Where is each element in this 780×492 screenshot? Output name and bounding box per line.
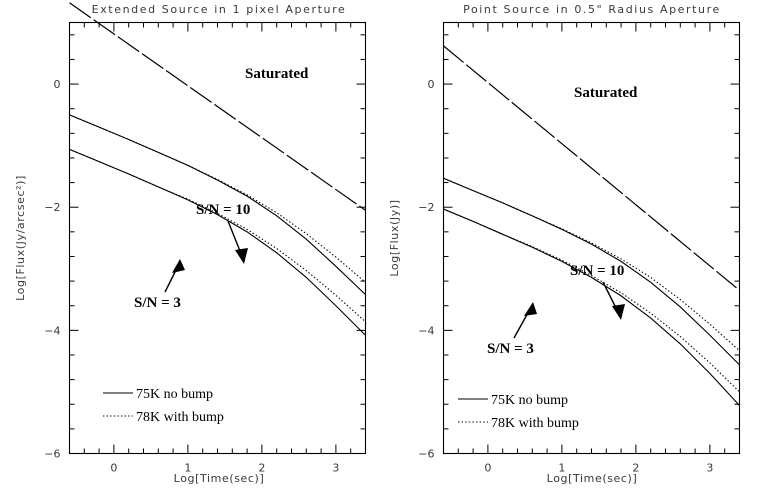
legend-label-dotted: 78K with bump <box>136 410 224 425</box>
panel-right-title: Point Source in 0.5" Radius Aperture <box>463 3 721 16</box>
y-tick-label: 0 <box>428 78 435 91</box>
x-tick-label: 3 <box>332 462 339 475</box>
curve-solid <box>69 114 366 296</box>
panel-right-saturated-label: Saturated <box>574 85 638 101</box>
y-tick-label: −2 <box>44 201 60 214</box>
y-tick-label: −4 <box>418 324 434 337</box>
panel-left-sn10-arrow <box>227 220 248 264</box>
panel-right-y-axis-label: Log[Flux(Jy)] <box>388 199 401 276</box>
panel-left-ticks <box>69 22 366 454</box>
x-tick-label: 1 <box>184 462 191 475</box>
panel-right: Point Source in 0.5" Radius Aperture 0 1 2… <box>388 3 741 485</box>
panel-right-tick-labels: 0 1 2 3 0 −2 −4 −6 <box>418 78 713 474</box>
panel-left-sn3-label: S/N = 3 <box>134 295 181 311</box>
panel-left-y-axis-label: Log[Flux(Jy/arcsec²)] <box>14 175 27 301</box>
x-tick-label: 1 <box>558 462 565 475</box>
curve-dotted <box>69 114 366 283</box>
y-tick-label: −6 <box>418 448 434 461</box>
legend-label-solid: 75K no bump <box>136 387 213 402</box>
panel-right-sn10-label: S/N = 10 <box>570 263 624 279</box>
x-tick-label: 2 <box>632 462 639 475</box>
x-tick-label: 0 <box>110 462 117 475</box>
x-tick-label: 2 <box>258 462 265 475</box>
panel-left-tick-labels: 0 1 2 3 0 −2 −4 −6 <box>44 78 339 474</box>
panel-left-plot-area: 0 1 2 3 0 −2 −4 −6 <box>44 21 367 475</box>
panel-right-ticks <box>443 22 740 454</box>
y-tick-label: 0 <box>54 78 61 91</box>
panel-left-curves <box>69 2 366 336</box>
panel-right-plot-area: 0 1 2 3 0 −2 −4 −6 <box>418 21 741 475</box>
panel-left-legend: 75K no bump 78K with bump <box>103 387 224 425</box>
panel-right-x-axis-label: Log[Time(sec)] <box>547 472 638 485</box>
y-tick-label: −4 <box>44 324 60 337</box>
y-tick-label: −6 <box>44 448 60 461</box>
x-tick-label: 0 <box>484 462 491 475</box>
panel-right-curves <box>443 45 740 406</box>
panel-left-sn10-label: S/N = 10 <box>196 202 250 218</box>
panel-left-title: Extended Source in 1 pixel Aperture <box>92 3 347 16</box>
curve-long-dash <box>69 2 366 211</box>
panel-right-sn3-arrow <box>513 302 537 339</box>
panel-right-sn3-label: S/N = 3 <box>487 341 534 357</box>
legend-label-solid: 75K no bump <box>491 393 568 408</box>
panel-left-sn3-arrow <box>164 259 185 293</box>
curve-long-dash <box>443 45 740 291</box>
x-tick-label: 3 <box>706 462 713 475</box>
curve-solid <box>443 177 740 366</box>
y-tick-label: −2 <box>418 201 434 214</box>
panel-left-saturated-label: Saturated <box>245 66 309 82</box>
panel-left: Extended Source in 1 pixel Aperture 0 1 2 3… <box>14 2 367 485</box>
panel-right-legend: 75K no bump 78K with bump <box>458 393 579 431</box>
curve-solid <box>69 148 366 336</box>
panel-right-sn10-arrow <box>602 281 625 320</box>
curve-dotted <box>443 208 740 393</box>
legend-label-dotted: 78K with bump <box>491 416 579 431</box>
curve-solid <box>443 208 740 406</box>
panel-left-x-axis-label: Log[Time(sec)] <box>174 472 265 485</box>
